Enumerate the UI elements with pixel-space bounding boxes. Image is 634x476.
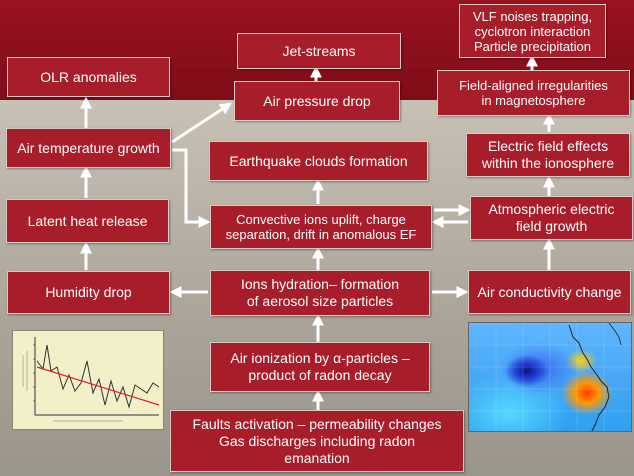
box-humidity-drop: Humidity drop [7, 271, 170, 314]
anomaly-map-thumbnail [468, 322, 632, 432]
box-faults-activation: Faults activation – permeability changes… [170, 410, 464, 472]
box-ions-hydration: Ions hydration– formation of aerosol siz… [210, 270, 430, 316]
box-air-temperature-growth: Air temperature growth [6, 128, 171, 168]
box-convective-ions: Convective ions uplift, charge separatio… [210, 205, 432, 249]
box-earthquake-clouds: Earthquake clouds formation [209, 141, 428, 181]
arrow-temp-to-convective [172, 148, 211, 228]
box-olr-anomalies: OLR anomalies [7, 57, 170, 97]
box-field-aligned: Field-aligned irregularities in magnetos… [437, 70, 630, 116]
box-atmospheric-electric-field: Atmospheric electric field growth [470, 196, 633, 240]
box-vlf-noises: VLF noises trapping, cyclotron interacti… [459, 4, 606, 58]
box-air-pressure-drop: Air pressure drop [234, 81, 400, 121]
line-plot-thumbnail [12, 330, 164, 430]
box-electric-field-ionosphere: Electric field effects within the ionosp… [466, 133, 630, 177]
box-jet-streams: Jet-streams [237, 33, 401, 69]
box-latent-heat-release: Latent heat release [6, 199, 169, 243]
box-air-conductivity-change: Air conductivity change [468, 270, 631, 314]
arrow-temp-to-pressure [171, 102, 233, 144]
box-air-ionization: Air ionization by α-particles – product … [210, 342, 430, 392]
